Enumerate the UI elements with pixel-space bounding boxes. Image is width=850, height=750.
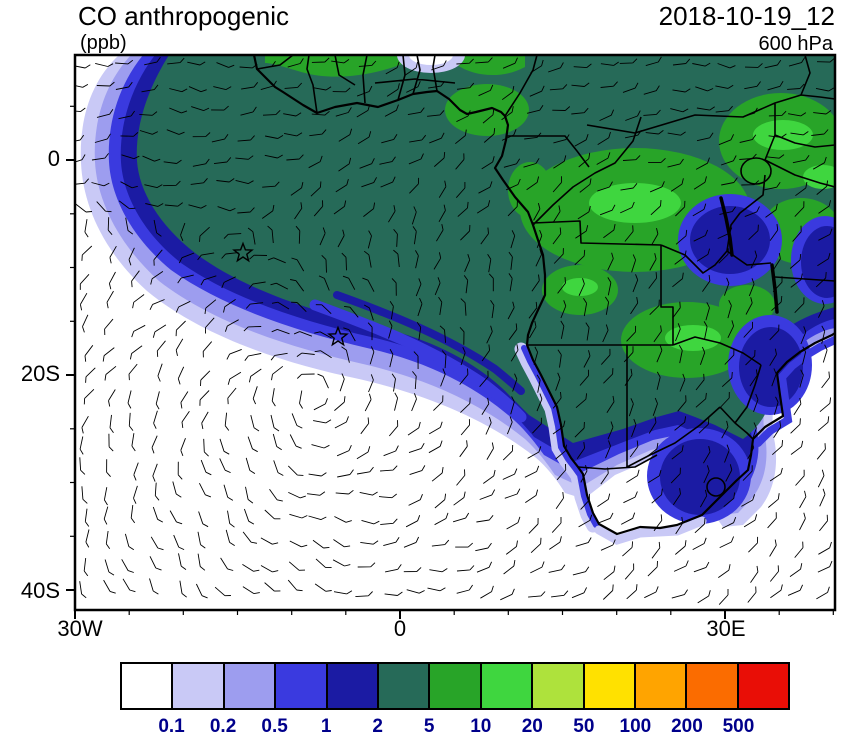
star-markers — [232, 241, 349, 347]
colorbar-cell-11 — [685, 662, 739, 710]
south-coast-fringe — [594, 516, 707, 545]
colorbar-cell-1 — [171, 662, 225, 710]
east-coast-fringe — [754, 335, 835, 447]
colorbar-label: 0.5 — [261, 716, 288, 737]
x-axis-tick-label: 0 — [393, 616, 407, 641]
colorbar-cell-3 — [274, 662, 328, 710]
lake-tanganyika — [719, 196, 734, 257]
colorbar-label: 20 — [521, 716, 543, 737]
colorbar-label: 5 — [423, 716, 435, 737]
colorbar-cell-9 — [582, 662, 636, 710]
plot-pressure-level: 600 hPa — [758, 33, 833, 55]
map-content — [75, 55, 835, 610]
colorbar — [120, 662, 791, 710]
plot-title: CO anthropogenic — [78, 1, 290, 31]
bright-green-core-angola — [562, 278, 598, 296]
x-axis-tick-label: 30W — [57, 616, 103, 641]
y-axis-tick-label: 40S — [20, 578, 60, 603]
star-marker — [327, 325, 349, 347]
colorbar-label: 0.2 — [209, 716, 237, 737]
colorbar-cell-4 — [325, 662, 379, 710]
plot-units-label: (ppb) — [80, 32, 127, 54]
green-patch-tanzania — [719, 285, 775, 325]
bright-green-core-kenya — [803, 165, 835, 189]
colorbar-cell-5 — [376, 662, 431, 710]
y-axis-tick-label: 20S — [20, 361, 60, 386]
colorbar-cell-2 — [222, 662, 277, 710]
lake-victoria — [740, 157, 772, 185]
colorbar-cell-8 — [531, 662, 585, 710]
green-patch-sahel-west — [265, 55, 405, 77]
colorbar-cell-6 — [428, 662, 482, 710]
plot-timestamp: 2018-10-19_12 — [658, 1, 835, 31]
colorbar-label: 200 — [671, 716, 703, 737]
colorbar-label: 100 — [619, 716, 652, 737]
colorbar-cell-0 — [120, 662, 174, 710]
lake-malawi — [770, 263, 779, 314]
notch-white — [409, 55, 453, 65]
colorbar-cell-7 — [479, 662, 534, 710]
green-patch-gabon-coast — [508, 162, 552, 218]
y-axis-tick-label: 0 — [47, 146, 60, 171]
wind-barbs — [75, 56, 835, 605]
colorbar-label: 50 — [573, 716, 595, 737]
country-borders — [256, 55, 835, 470]
colorbar-cell-12 — [736, 662, 791, 710]
colorbar-label: 10 — [470, 716, 492, 737]
x-axis-tick-label: 30E — [706, 616, 746, 641]
colorbar-labels: 0.1 0.2 0.5 1 2 5 10 20 50 100 200 500 — [0, 716, 850, 746]
star-marker — [232, 241, 254, 263]
lesotho-border — [706, 477, 726, 497]
africa-coastline — [252, 55, 835, 536]
coastal-fringe-lavender — [514, 342, 600, 533]
plume-band-blue — [309, 299, 527, 423]
colorbar-label: 500 — [722, 716, 755, 737]
map-frame — [73, 53, 837, 612]
bright-green-core-central — [589, 183, 681, 223]
colorbar-cell-10 — [633, 662, 688, 710]
colorbar-label: 0.1 — [158, 716, 185, 737]
bright-green-core-horn — [753, 120, 813, 150]
plume-band-navy — [333, 291, 525, 395]
colorbar-label: 1 — [320, 716, 332, 737]
colorbar-label: 2 — [372, 716, 383, 737]
